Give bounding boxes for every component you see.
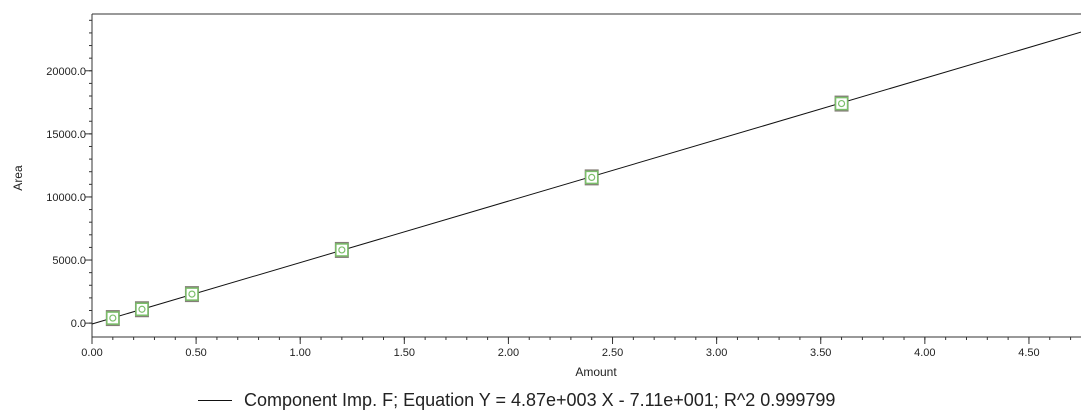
x-tick-label: 3.50 xyxy=(810,347,831,359)
x-tick-label: 2.50 xyxy=(602,347,623,359)
legend-line-swatch xyxy=(198,399,232,401)
data-point-inner xyxy=(135,302,149,316)
x-tick-label: 1.00 xyxy=(289,347,310,359)
data-point-inner xyxy=(185,287,199,301)
data-point-inner xyxy=(106,311,120,325)
x-tick-label: 0.50 xyxy=(185,347,206,359)
axis-ticks: 0.00 0.50 1.00 1.50 2.00 2.50 3.00 3.50 4.00 4.50… xyxy=(46,19,1072,359)
y-tick-label: 5000.0 xyxy=(52,255,86,267)
y-tick-label: 15000.0 xyxy=(46,129,86,141)
x-tick-label: 4.00 xyxy=(914,347,935,359)
y-tick-label: 10000.0 xyxy=(46,192,86,204)
axes xyxy=(91,13,1081,338)
data-point-center xyxy=(109,314,117,322)
x-tick-label: 1.50 xyxy=(394,347,415,359)
data-point-inner xyxy=(335,243,349,257)
data-point-center xyxy=(138,305,146,313)
x-tick-label: 3.00 xyxy=(706,347,727,359)
x-tick-label: 2.00 xyxy=(498,347,519,359)
x-axis-label: Amount xyxy=(575,365,617,379)
data-point-center xyxy=(188,290,196,298)
data-point-center xyxy=(588,173,596,181)
x-tick-label: 4.50 xyxy=(1018,347,1039,359)
data-point-inner xyxy=(584,170,599,185)
y-tick-label: 20000.0 xyxy=(46,66,86,78)
legend-text: Component Imp. F; Equation Y = 4.87e+003… xyxy=(244,389,836,410)
x-tick-label: 0.00 xyxy=(81,347,102,359)
legend: Component Imp. F; Equation Y = 4.87e+003… xyxy=(198,388,835,412)
y-tick-label: 0.0 xyxy=(71,318,86,330)
y-axis-label: Area xyxy=(11,165,25,191)
data-point-inner xyxy=(834,96,849,111)
data-points xyxy=(105,95,849,327)
data-point-center xyxy=(338,246,346,254)
data-point-center xyxy=(837,99,846,108)
